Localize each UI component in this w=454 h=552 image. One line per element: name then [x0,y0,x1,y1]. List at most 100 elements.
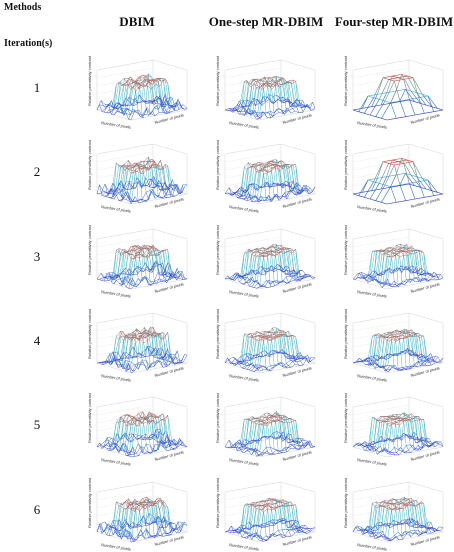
surface-mesh [225,160,315,203]
x-axis-label: Number of pixels [101,289,131,299]
surface-plot-four-step-mr-dbim-iteration-4: Number of pixels Number of pixels Relative… [339,301,447,383]
z-axis-label: Relative permittivity contrast [87,139,92,190]
surface-mesh [353,329,443,371]
y-axis-label: Number of pixels [410,281,440,294]
column-header-four-step-mr-dbim: Four-step MR-DBIM [335,14,453,30]
surface-mesh [225,498,315,541]
z-axis-label: Relative permittivity contrast [343,308,348,359]
surface-mesh [353,497,443,541]
surface-plot-svg: Number of pixels Number of pixels Relative… [339,301,447,383]
x-axis-label: Number of pixels [357,457,387,467]
x-axis-label: Number of pixels [357,120,387,130]
y-axis-label: Number of pixels [410,449,440,462]
surface-mesh [225,244,315,288]
y-axis-label: Number of pixels [410,365,440,378]
surface-mesh [353,74,443,120]
x-axis-label: Number of pixels [357,289,387,299]
z-axis-label: Relative permittivity contrast [87,308,92,359]
row-label-iteration-4: 4 [31,333,43,349]
surface-mesh [353,158,443,204]
row-label-iteration-3: 3 [31,249,43,265]
x-axis-label: Number of pixels [229,120,259,130]
x-axis-label: Number of pixels [229,373,259,383]
z-axis-label: Relative permittivity contrast [87,392,92,443]
z-axis-label: Relative permittivity contrast [343,477,348,528]
surface-mesh [353,244,443,288]
x-axis-label: Number of pixels [101,542,131,552]
z-axis-label: Relative permittivity contrast [215,55,220,106]
y-axis-label: Number of pixels [154,112,184,125]
surface-mesh [225,328,315,372]
row-label-iteration-2: 2 [31,164,43,180]
column-header-dbim: DBIM [119,14,154,30]
y-axis-label: Number of pixels [154,196,184,209]
x-axis-label: Number of pixels [101,120,131,130]
iterations-header: Iteration(s) [4,38,52,49]
surface-plot-svg: Number of pixels Number of pixels Relative… [83,132,191,214]
z-axis-label: Relative permittivity contrast [87,224,92,275]
x-axis-label: Number of pixels [357,204,387,214]
row-label-iteration-6: 6 [31,502,43,518]
z-axis-label: Relative permittivity contrast [343,55,348,106]
surface-mesh [97,497,187,542]
surface-plot-svg: Number of pixels Number of pixels Relative… [83,48,191,130]
x-axis-label: Number of pixels [101,457,131,467]
x-axis-label: Number of pixels [101,373,131,383]
plot-axes-box [225,144,315,204]
row-label-iteration-5: 5 [31,417,43,433]
y-axis-label: Number of pixels [154,281,184,294]
x-axis-label: Number of pixels [357,373,387,383]
surface-plot-dbim-iteration-3: Number of pixels Number of pixels Relative… [83,217,191,299]
z-axis-label: Relative permittivity contrast [215,139,220,190]
surface-plot-dbim-iteration-4: Number of pixels Number of pixels Relative… [83,301,191,383]
x-axis-label: Number of pixels [101,204,131,214]
surface-plot-four-step-mr-dbim-iteration-6: Number of pixels Number of pixels Relative… [339,470,447,552]
surface-mesh [225,76,315,119]
plot-axes-box [353,144,443,204]
y-axis-label: Number of pixels [154,534,184,547]
x-axis-label: Number of pixels [229,204,259,214]
y-axis-label: Number of pixels [410,534,440,547]
z-axis-label: Relative permittivity contrast [215,224,220,275]
z-axis-label: Relative permittivity contrast [87,55,92,106]
plot-axes-box [97,313,187,373]
methods-header: Methods [4,2,41,13]
x-axis-label: Number of pixels [229,542,259,552]
surface-plot-svg: Number of pixels Number of pixels Relative… [339,470,447,552]
z-axis-label: Relative permittivity contrast [87,477,92,528]
surface-mesh [97,74,187,120]
row-label-iteration-1: 1 [31,80,43,96]
surface-mesh [97,157,187,204]
x-axis-label: Number of pixels [229,457,259,467]
surface-mesh [353,413,443,455]
z-axis-label: Relative permittivity contrast [215,308,220,359]
plot-axes-box [353,313,443,373]
z-axis-label: Relative permittivity contrast [215,392,220,443]
surface-mesh [97,412,187,457]
surface-plot-dbim-iteration-2: Number of pixels Number of pixels Relative… [83,132,191,214]
y-axis-label: Number of pixels [154,365,184,378]
x-axis-label: Number of pixels [357,542,387,552]
z-axis-label: Relative permittivity contrast [343,392,348,443]
plot-axes-box [225,482,315,542]
surface-plot-dbim-iteration-1: Number of pixels Number of pixels Relative… [83,48,191,130]
surface-mesh [97,245,187,289]
column-header-one-step-mr-dbim: One-step MR-DBIM [209,14,323,30]
